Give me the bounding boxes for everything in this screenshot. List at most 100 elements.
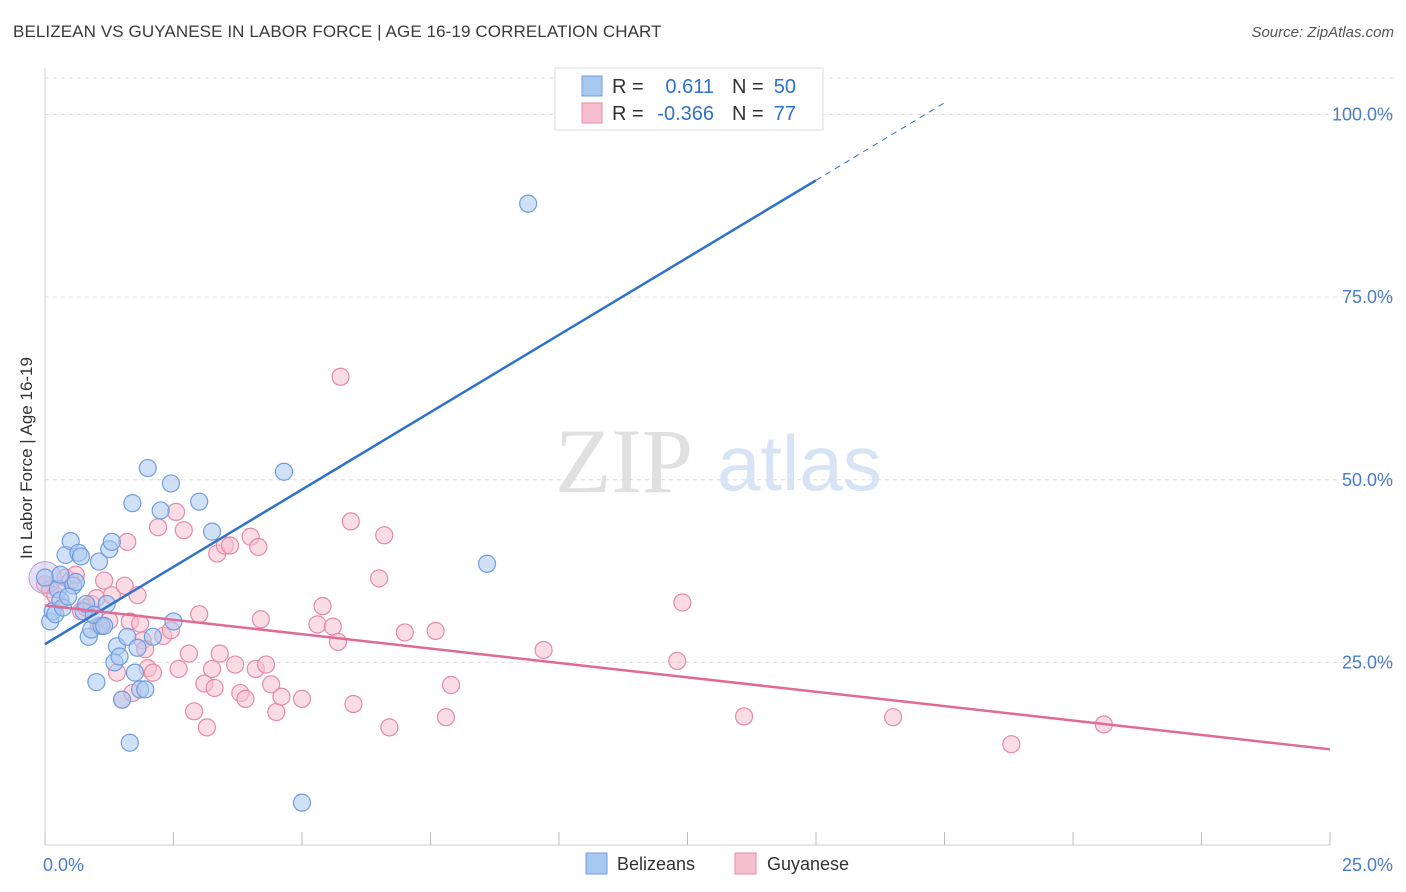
belizeans-point-43 <box>66 572 85 592</box>
guyanese-point-55 <box>292 689 312 709</box>
y-tick-label-2: 75.0% <box>1342 287 1393 307</box>
belizeans-point-33 <box>151 501 170 520</box>
y-tick-label-1: 50.0% <box>1342 470 1393 490</box>
y-axis-label: In Labor Force | Age 16-19 <box>17 357 36 559</box>
guyanese-point-43 <box>220 536 240 555</box>
guyanese-point-66 <box>395 623 414 642</box>
belizeans-point-32 <box>143 627 163 646</box>
page-title: BELIZEAN VS GUYANESE IN LABOR FORCE | AG… <box>13 22 662 41</box>
legend-r-value-1: 0.611 <box>665 76 714 98</box>
belizeans-point-26 <box>120 733 139 752</box>
guyanese-point-50 <box>251 610 270 629</box>
guyanese-point-41 <box>210 644 229 663</box>
legend-n-value-1: 50 <box>774 76 796 98</box>
guyanese-point-27 <box>148 518 168 537</box>
guyanese-point-58 <box>323 617 342 636</box>
guyanese-point-26 <box>143 663 163 682</box>
guyanese-point-60 <box>331 367 350 386</box>
guyanese-point-33 <box>179 644 199 663</box>
belizeans-point-46 <box>95 616 114 635</box>
belizeans-point-40 <box>477 554 497 573</box>
belizeans-trend-extension <box>815 102 945 181</box>
watermark-atlas: atlas <box>717 419 882 507</box>
guyanese-point-68 <box>436 708 456 727</box>
belizeans-point-48 <box>128 638 147 657</box>
legend-n-label-1: N = <box>732 76 764 98</box>
guyanese-point-30 <box>166 502 186 522</box>
belizeans-point-27 <box>123 494 142 513</box>
belizeans-point-23 <box>110 647 129 666</box>
belizeans-point-15 <box>87 673 106 692</box>
guyanese-point-17 <box>115 576 134 595</box>
guyanese-point-63 <box>370 569 389 588</box>
belizeans-point-36 <box>190 492 209 511</box>
guyanese-point-53 <box>267 702 286 722</box>
x-tick-label-1: 25.0% <box>1342 855 1393 875</box>
guyanese-point-71 <box>668 651 687 671</box>
trend-lines <box>44 102 1331 751</box>
watermark: ZIP atlas <box>555 410 882 512</box>
guyanese-point-49 <box>249 537 268 557</box>
series-legend-label-guyanese: Guyanese <box>767 854 849 874</box>
legend-r-label-1: R = <box>612 76 644 98</box>
legend-n-value-2: 77 <box>774 103 796 125</box>
guyanese-point-34 <box>184 702 204 721</box>
guyanese-point-57 <box>313 597 332 616</box>
guyanese-point-56 <box>308 615 327 634</box>
legend-n-label-2: N = <box>732 103 764 125</box>
belizeans-point-28 <box>125 663 145 682</box>
guyanese-point-72 <box>673 593 692 612</box>
guyanese-point-69 <box>441 675 461 695</box>
guyanese-point-18 <box>118 532 137 551</box>
guyanese-point-32 <box>174 521 193 540</box>
legend-swatch-pink <box>581 102 603 124</box>
source-note: Source: ZipAtlas.com <box>1251 24 1394 41</box>
belizeans-point-20 <box>102 532 121 551</box>
guyanese-point-44 <box>226 655 245 674</box>
series-legend-swatch-guyanese <box>734 852 757 875</box>
guyanese-point-62 <box>344 694 363 714</box>
guyanese-point-12 <box>95 571 114 590</box>
guyanese-point-73 <box>734 707 754 726</box>
guyanese-point-65 <box>380 718 399 737</box>
watermark-zip: ZIP <box>555 410 693 512</box>
grid-lines <box>45 77 1394 663</box>
belizeans-point-34 <box>161 474 181 493</box>
guyanese-point-46 <box>236 689 255 709</box>
legend-r-value-2: -0.366 <box>657 103 714 125</box>
belizeans-point-41 <box>519 194 538 213</box>
guyanese-point-39 <box>205 678 224 698</box>
series-legend-label-belizeans: Belizeans <box>617 854 695 874</box>
guyanese-point-75 <box>1002 735 1021 754</box>
belizeans-point-30 <box>136 680 155 699</box>
guyanese-trend-line <box>44 604 1331 751</box>
belizeans-point-49 <box>51 565 70 584</box>
legend-swatch-blue <box>581 75 603 97</box>
belizeans-point-47 <box>59 587 78 606</box>
x-ticks: 0.0% 25.0% <box>43 832 1393 875</box>
belizeans-point-11 <box>71 547 91 566</box>
guyanese-point-61 <box>341 512 360 531</box>
belizeans-point-24 <box>112 690 132 709</box>
belizeans-point-37 <box>202 522 222 541</box>
guyanese-point-37 <box>197 718 217 737</box>
belizeans-points <box>35 105 574 812</box>
guyanese-point-31 <box>169 659 188 679</box>
correlation-legend: R = 0.611 N = 50 R = -0.366 N = 77 <box>554 67 824 131</box>
guyanese-point-59 <box>328 632 348 652</box>
guyanese-point-54 <box>272 687 291 706</box>
guyanese-point-74 <box>883 708 903 727</box>
belizeans-point-31 <box>138 458 157 478</box>
guyanese-point-64 <box>375 526 394 545</box>
guyanese-point-70 <box>534 640 553 660</box>
y-ticks: 25.0% 50.0% 75.0% 100.0% <box>1332 105 1393 673</box>
x-tick-label-0: 0.0% <box>43 855 84 875</box>
guyanese-point-35 <box>190 605 209 624</box>
guyanese-point-51 <box>256 655 276 674</box>
belizeans-point-38 <box>292 793 312 812</box>
y-tick-label-3: 100.0% <box>1332 105 1393 125</box>
y-tick-label-0: 25.0% <box>1342 652 1393 672</box>
belizeans-trend-line <box>44 179 817 646</box>
belizeans-point-39 <box>274 462 294 481</box>
